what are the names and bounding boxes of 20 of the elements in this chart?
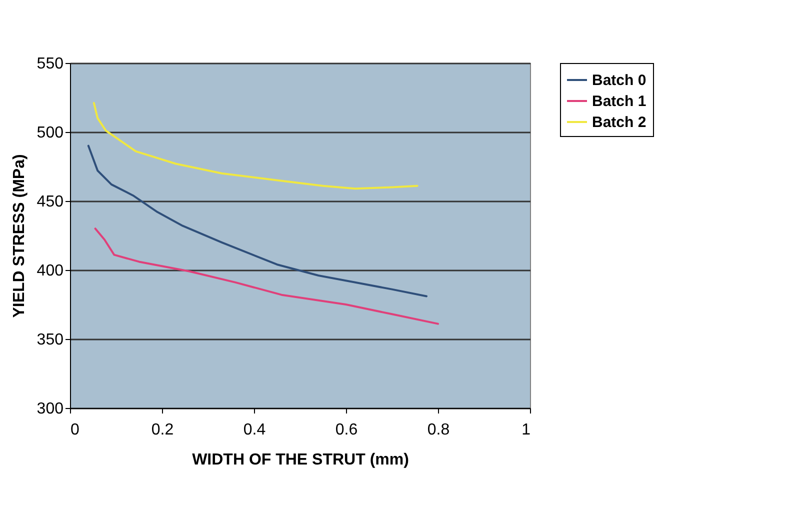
x-tick-label: 0.8	[427, 422, 450, 438]
y-tick-label: 350	[36, 332, 64, 348]
y-tick-label: 400	[36, 262, 64, 280]
line-series	[92, 102, 418, 190]
x-tick-label: 0.4	[243, 422, 266, 438]
line-series	[94, 228, 439, 325]
legend-label: Batch 1	[592, 93, 646, 110]
x-tick-label: 0.2	[151, 422, 174, 438]
x-tick-label: 0	[70, 422, 80, 438]
x-axis-title: WIDTH OF THE STRUT (mm)	[192, 452, 409, 468]
y-tick-label: 300	[36, 400, 64, 418]
x-tick-label: 0.6	[335, 422, 358, 438]
x-tick-label: 1	[522, 422, 531, 438]
y-axis-title: YIELD STRESS (MPa)	[10, 154, 28, 318]
y-tick-label: 500	[36, 124, 64, 142]
legend-label: Batch 0	[592, 72, 646, 89]
line-series	[87, 144, 428, 298]
y-tick-label: 450	[36, 194, 64, 210]
y-tick-label: 550	[36, 56, 64, 72]
legend-label: Batch 2	[592, 114, 646, 131]
